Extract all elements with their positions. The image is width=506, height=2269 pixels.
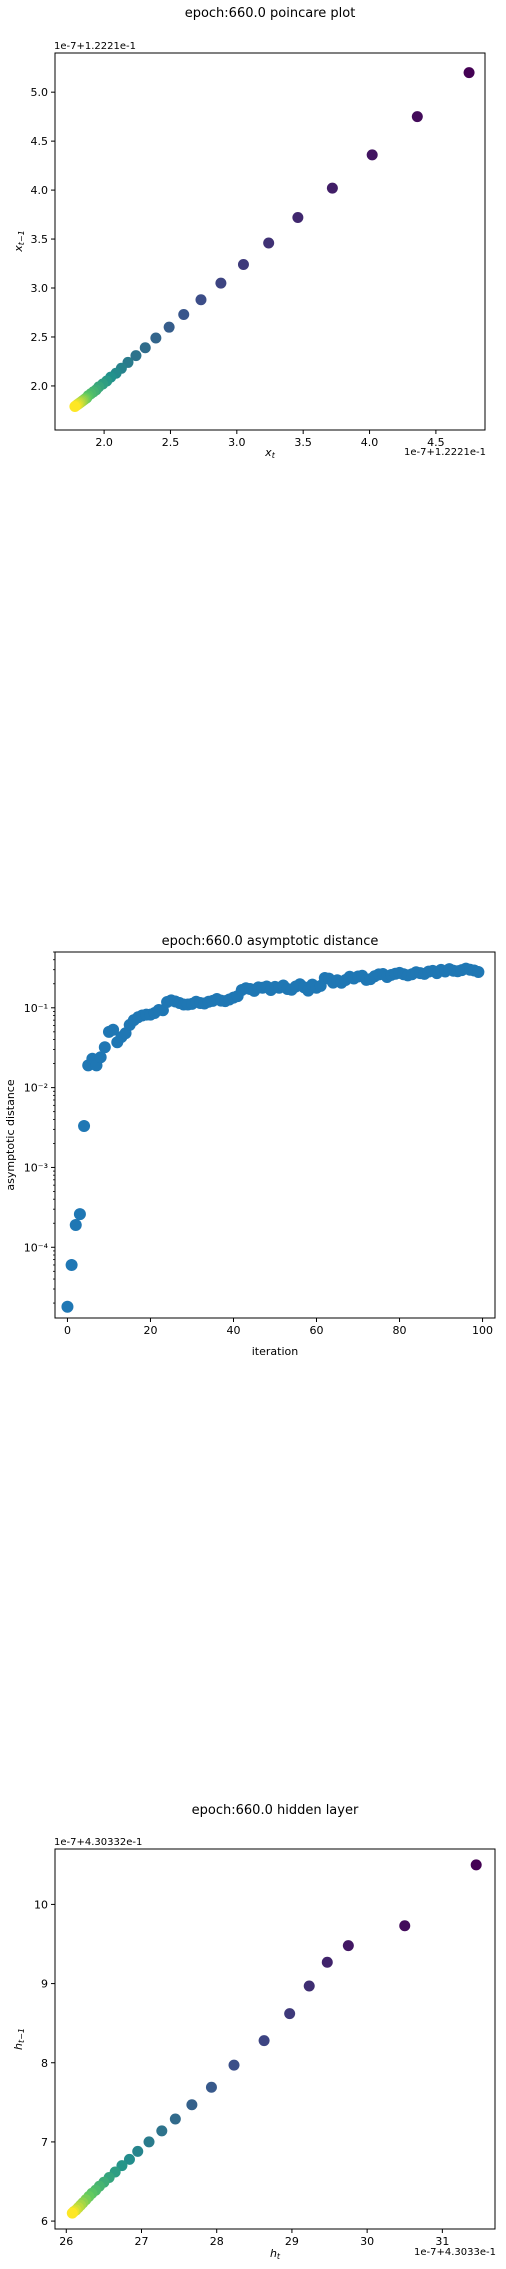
hidden-layer-x-tick-label: 29	[285, 2235, 299, 2248]
hidden-layer-x-axis-label: ht	[270, 2247, 281, 2261]
hidden-layer-y-axis-label: ht−1	[12, 2028, 26, 2050]
asymptotic-distance-data-point	[61, 1300, 74, 1313]
asymptotic-distance-x-tick-label: 80	[393, 1324, 407, 1337]
hidden-layer-y-tick-label: 9	[41, 1978, 48, 1991]
poincare-x-tick-label: 3.0	[228, 436, 246, 449]
hidden-layer-data-point	[258, 2035, 270, 2047]
poincare-y-tick-label: 5.0	[31, 86, 49, 99]
poincare-x-tick-label: 2.5	[162, 436, 180, 449]
hidden-layer-data-point	[66, 2207, 78, 2219]
poincare-x-axis-label: xt	[264, 446, 276, 460]
hidden-layer-data-point	[399, 1920, 411, 1932]
hidden-layer-y-tick-label: 10	[34, 1898, 48, 1911]
poincare-data-point	[163, 321, 175, 333]
poincare-x-tick-label: 4.0	[361, 436, 379, 449]
poincare-y-tick-label: 4.5	[31, 135, 49, 148]
asymptotic-distance-x-tick-label: 20	[143, 1324, 157, 1337]
hidden-layer-data-point	[321, 1956, 333, 1968]
asymptotic-distance-y-tick-label: 10⁻³	[24, 1161, 48, 1174]
hidden-layer-x-tick-label: 28	[210, 2235, 224, 2248]
asymptotic-distance-data-point	[98, 1041, 111, 1054]
hidden-layer-data-point	[228, 2059, 240, 2071]
asymptotic-distance-y-axis-label: asymptotic distance	[4, 1079, 17, 1190]
hidden-layer-data-point	[342, 1940, 354, 1952]
asymptotic-distance-data-point	[69, 1219, 82, 1232]
poincare-data-point	[411, 111, 423, 123]
hidden-layer-x-tick-label: 30	[360, 2235, 374, 2248]
poincare-data-point	[150, 332, 162, 344]
poincare-plot-chart: epoch:660.0 poincare plot 1e-7+1.2221e-1…	[12, 6, 486, 460]
poincare-x-tick-label: 4.5	[427, 436, 445, 449]
poincare-y-tick-label: 3.0	[31, 282, 49, 295]
hidden-layer-data-point	[143, 2136, 155, 2148]
asymptotic-distance-data-point	[73, 1208, 86, 1221]
poincare-data-point	[237, 259, 249, 271]
asymptotic-distance-chart: epoch:660.0 asymptotic distance 0 20 40 60 8…	[4, 934, 496, 1358]
hidden-layer-data-point	[284, 2008, 296, 2020]
hidden-layer-x-tick-label: 27	[134, 2235, 148, 2248]
asymptotic-distance-data-point	[107, 1023, 120, 1036]
hidden-layer-data-point	[156, 2125, 168, 2137]
poincare-y-tick-label: 4.0	[31, 184, 49, 197]
hidden-layer-x-tick-label: 31	[435, 2235, 449, 2248]
asymptotic-distance-x-tick-label: 100	[472, 1324, 493, 1337]
asymptotic-distance-x-tick-label: 0	[64, 1324, 71, 1337]
hidden-layer-y-tick-label: 7	[41, 2136, 48, 2149]
asymptotic-distance-x-axis-label: iteration	[252, 1345, 298, 1358]
hidden-layer-data-point	[303, 1980, 315, 1992]
hidden-layer-data-point	[205, 2081, 217, 2093]
hidden-layer-data-point	[169, 2113, 181, 2125]
poincare-data-point	[292, 212, 304, 224]
hidden-layer-chart: epoch:660.0 hidden layer 1e-7+4.30332e-1…	[12, 1803, 496, 2261]
asymptotic-distance-data-point	[78, 1120, 91, 1133]
poincare-data-point	[139, 342, 151, 354]
poincare-x-tick-label: 2.0	[95, 436, 113, 449]
asymptotic-distance-data-point	[65, 1258, 78, 1271]
hidden-layer-data-point	[186, 2099, 198, 2111]
hidden-layer-y-tick-label: 6	[41, 2215, 48, 2228]
poincare-y-offset-text: 1e-7+1.2221e-1	[54, 41, 136, 52]
asymptotic-distance-y-tick-label: 10⁻²	[24, 1082, 48, 1095]
hidden-layer-x-tick-label: 26	[59, 2235, 73, 2248]
poincare-data-point	[366, 149, 378, 161]
poincare-data-point	[263, 237, 275, 249]
asymptotic-distance-y-tick-label: 10⁻¹	[24, 1002, 48, 1015]
asymptotic-distance-x-tick-label: 60	[310, 1324, 324, 1337]
hidden-layer-y-offset-text: 1e-7+4.30332e-1	[54, 1837, 142, 1848]
poincare-data-point	[326, 182, 338, 194]
poincare-y-tick-label: 3.5	[31, 233, 49, 246]
asymptotic-distance-title: epoch:660.0 asymptotic distance	[162, 934, 379, 949]
poincare-x-offset-text: 1e-7+1.2221e-1	[404, 447, 486, 458]
hidden-layer-data-point	[132, 2145, 144, 2157]
poincare-data-point	[195, 294, 207, 306]
asymptotic-distance-y-tick-label: 10⁻⁴	[24, 1241, 49, 1254]
asymptotic-distance-data-point	[94, 1051, 107, 1064]
poincare-y-tick-label: 2.0	[31, 380, 49, 393]
poincare-y-axis-label: xt−1	[12, 230, 26, 252]
poincare-plot-frame	[54, 52, 486, 431]
hidden-layer-data-point	[123, 2153, 135, 2165]
poincare-x-tick-label: 3.5	[294, 436, 312, 449]
hidden-layer-title: epoch:660.0 hidden layer	[192, 1803, 359, 1818]
poincare-data-point	[463, 67, 475, 79]
asymptotic-distance-data-point	[472, 965, 485, 978]
poincare-data-point	[215, 277, 227, 289]
poincare-data-point	[69, 400, 81, 412]
hidden-layer-x-offset-text: 1e-7+4.3033e-1	[414, 2247, 496, 2258]
hidden-layer-y-tick-label: 8	[41, 2057, 48, 2070]
poincare-y-tick-label: 2.5	[31, 331, 49, 344]
poincare-data-point	[130, 350, 142, 362]
hidden-layer-frame	[54, 1848, 496, 2230]
poincare-data-point	[178, 308, 190, 320]
poincare-plot-title: epoch:660.0 poincare plot	[185, 6, 356, 21]
asymptotic-distance-x-tick-label: 40	[226, 1324, 240, 1337]
asymptotic-distance-frame	[54, 951, 496, 1319]
hidden-layer-data-point	[470, 1859, 482, 1871]
